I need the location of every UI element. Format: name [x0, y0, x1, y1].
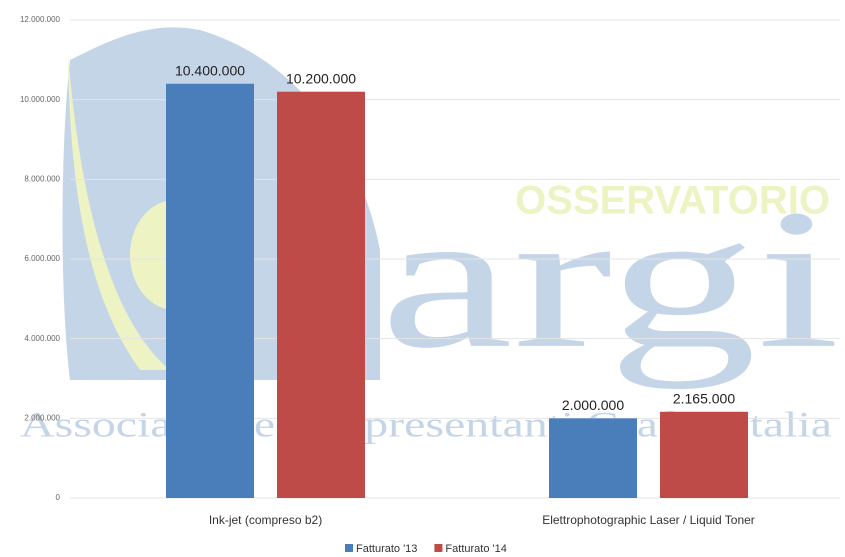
legend-label: Fatturato '13 [356, 543, 417, 555]
legend-label: Fatturato '14 [445, 543, 506, 555]
legend-swatch [434, 544, 443, 552]
value-label: 2.165.000 [673, 390, 735, 406]
x-tick-label: Ink-jet (compreso b2) [209, 513, 322, 527]
value-label: 10.200.000 [286, 70, 356, 86]
y-tick-label: 8.000.000 [24, 174, 60, 183]
x-tick-label: Elettrophotographic Laser / Liquid Toner [542, 513, 755, 527]
y-tick-label: 2.000.000 [24, 413, 60, 422]
bar [277, 91, 365, 498]
y-tick-label: 0 [56, 493, 61, 502]
bar [660, 411, 748, 498]
legend-swatch [345, 544, 353, 552]
watermark-swoosh [68, 55, 170, 370]
watermark-logo: argi [380, 169, 840, 390]
y-tick-label: 4.000.000 [24, 334, 60, 343]
value-label: 2.000.000 [562, 397, 624, 413]
value-label: 10.400.000 [175, 62, 245, 78]
y-tick-label: 12.000.000 [20, 15, 61, 24]
bar [549, 418, 637, 498]
y-tick-label: 10.000.000 [20, 95, 61, 104]
y-tick-label: 6.000.000 [24, 254, 60, 263]
bar [166, 83, 254, 498]
plot: 0 2.000.000 4.000.000 6.000.000 8.000.000 10.… [20, 15, 840, 555]
watermark-title: OSSERVATORIO [515, 179, 830, 223]
